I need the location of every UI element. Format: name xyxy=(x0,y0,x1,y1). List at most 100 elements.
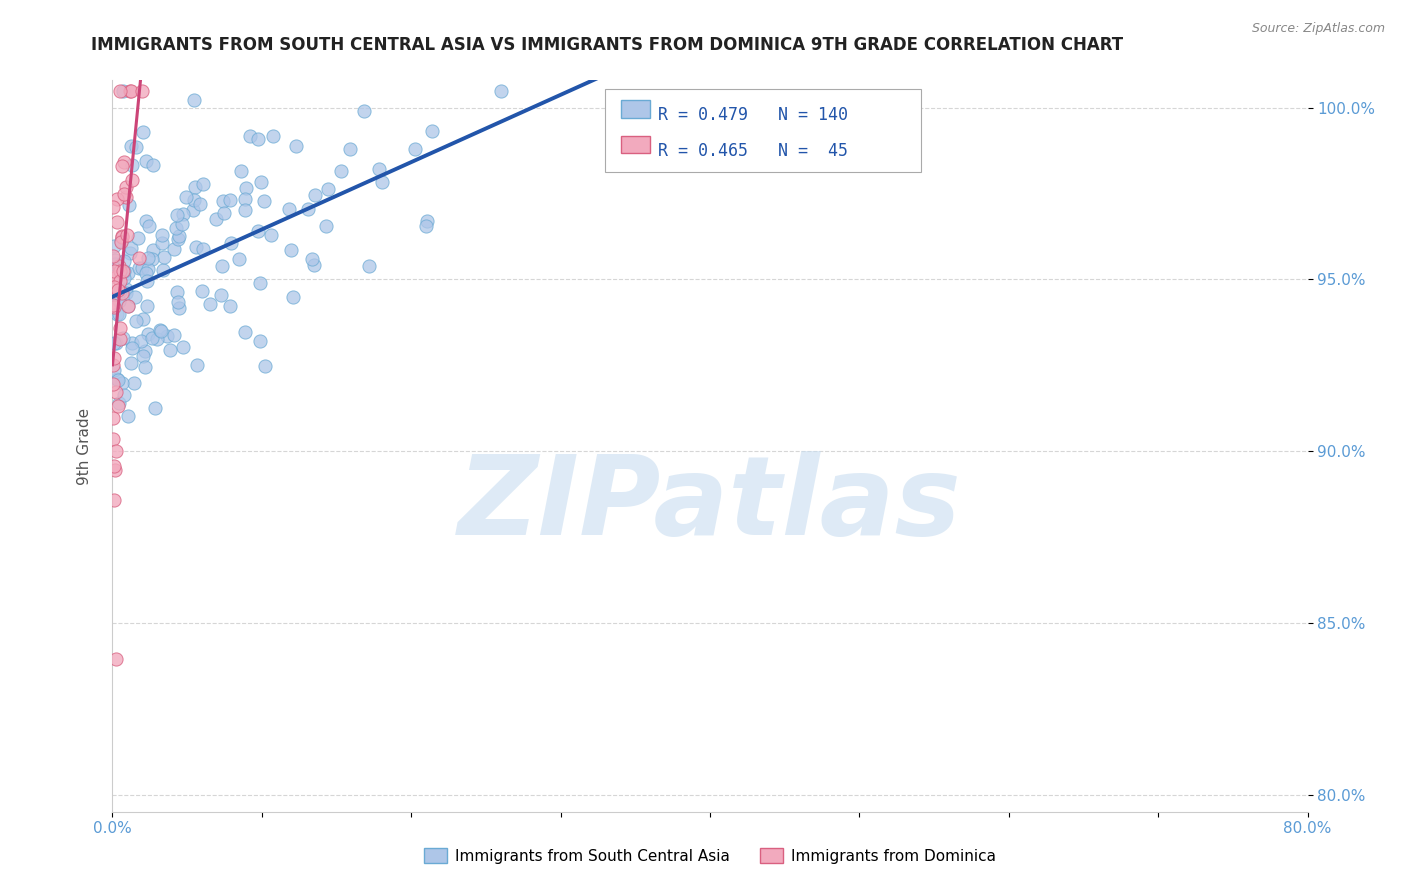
Point xyxy=(105,215,128,229)
Point xyxy=(108,307,131,321)
Point xyxy=(101,200,124,214)
Point xyxy=(108,274,131,288)
Point xyxy=(110,235,132,249)
Point xyxy=(156,329,179,343)
Point xyxy=(166,208,188,222)
Point xyxy=(181,202,204,217)
Text: 9th Grade: 9th Grade xyxy=(77,408,93,484)
Point xyxy=(316,182,339,196)
Point xyxy=(132,349,155,363)
Point xyxy=(128,251,150,265)
Point xyxy=(143,401,166,416)
Point xyxy=(211,194,233,208)
Point xyxy=(108,320,131,334)
Point xyxy=(184,180,207,194)
Point xyxy=(191,177,214,191)
Point xyxy=(107,399,129,413)
Point xyxy=(105,307,128,321)
Point xyxy=(105,372,128,386)
Point xyxy=(285,139,308,153)
Point xyxy=(249,276,271,290)
Point xyxy=(108,263,131,277)
Point xyxy=(188,197,211,211)
Point xyxy=(218,299,240,313)
Point xyxy=(415,214,437,228)
Point xyxy=(117,409,139,424)
Point xyxy=(103,335,125,350)
Point xyxy=(104,462,127,476)
Point xyxy=(297,202,319,216)
Point xyxy=(115,285,138,300)
Point xyxy=(118,198,141,212)
Point xyxy=(122,376,145,390)
Point xyxy=(209,287,232,301)
Point xyxy=(104,336,127,351)
Point xyxy=(115,179,138,194)
Point xyxy=(115,190,138,204)
Point xyxy=(121,341,143,355)
Point xyxy=(247,224,270,238)
Point xyxy=(111,331,134,345)
Point xyxy=(103,264,125,278)
Point xyxy=(135,266,157,280)
Point xyxy=(108,284,131,298)
Point xyxy=(135,153,157,168)
Point xyxy=(149,323,172,337)
Point xyxy=(131,261,153,276)
Point xyxy=(193,242,215,256)
Point xyxy=(170,217,193,231)
Point xyxy=(108,332,131,346)
Point xyxy=(136,299,159,313)
Point xyxy=(166,285,188,300)
Point xyxy=(167,232,190,246)
Point xyxy=(107,283,129,297)
Point xyxy=(104,385,127,400)
Point xyxy=(183,93,205,107)
Point xyxy=(103,363,125,377)
Point xyxy=(115,282,138,296)
Point xyxy=(371,175,394,189)
Point xyxy=(111,84,134,98)
Point xyxy=(112,254,135,268)
Point xyxy=(176,190,198,204)
Point xyxy=(420,124,443,138)
Point xyxy=(120,241,142,255)
Point xyxy=(131,84,153,98)
Point xyxy=(359,259,381,273)
Point xyxy=(103,239,125,253)
Text: IMMIGRANTS FROM SOUTH CENTRAL ASIA VS IMMIGRANTS FROM DOMINICA 9TH GRADE CORRELA: IMMIGRANTS FROM SOUTH CENTRAL ASIA VS IM… xyxy=(91,36,1123,54)
Text: R = 0.479   N = 140: R = 0.479 N = 140 xyxy=(658,106,848,124)
Point xyxy=(167,229,190,244)
Point xyxy=(162,327,184,342)
Point xyxy=(186,358,208,372)
Point xyxy=(107,396,129,410)
Point xyxy=(120,245,142,260)
Point xyxy=(135,214,157,228)
Point xyxy=(121,335,143,350)
Point xyxy=(142,157,165,171)
Point xyxy=(228,252,250,267)
Point xyxy=(108,294,131,309)
Point xyxy=(103,300,125,314)
Point xyxy=(104,443,127,458)
Point xyxy=(128,261,150,276)
Point xyxy=(120,84,142,98)
Point xyxy=(233,202,256,217)
Point xyxy=(108,84,131,98)
Point xyxy=(103,280,125,294)
Point xyxy=(120,356,142,370)
Point xyxy=(404,142,426,156)
Point xyxy=(278,202,301,216)
Point xyxy=(121,173,143,187)
Point xyxy=(233,326,256,340)
Point xyxy=(186,240,208,254)
Point xyxy=(111,376,134,390)
Point xyxy=(229,164,252,178)
Point xyxy=(101,411,124,425)
Point xyxy=(165,221,187,235)
Point xyxy=(101,433,124,447)
Point xyxy=(120,139,142,153)
Point xyxy=(254,359,277,374)
Point xyxy=(301,252,323,266)
Point xyxy=(262,128,284,143)
